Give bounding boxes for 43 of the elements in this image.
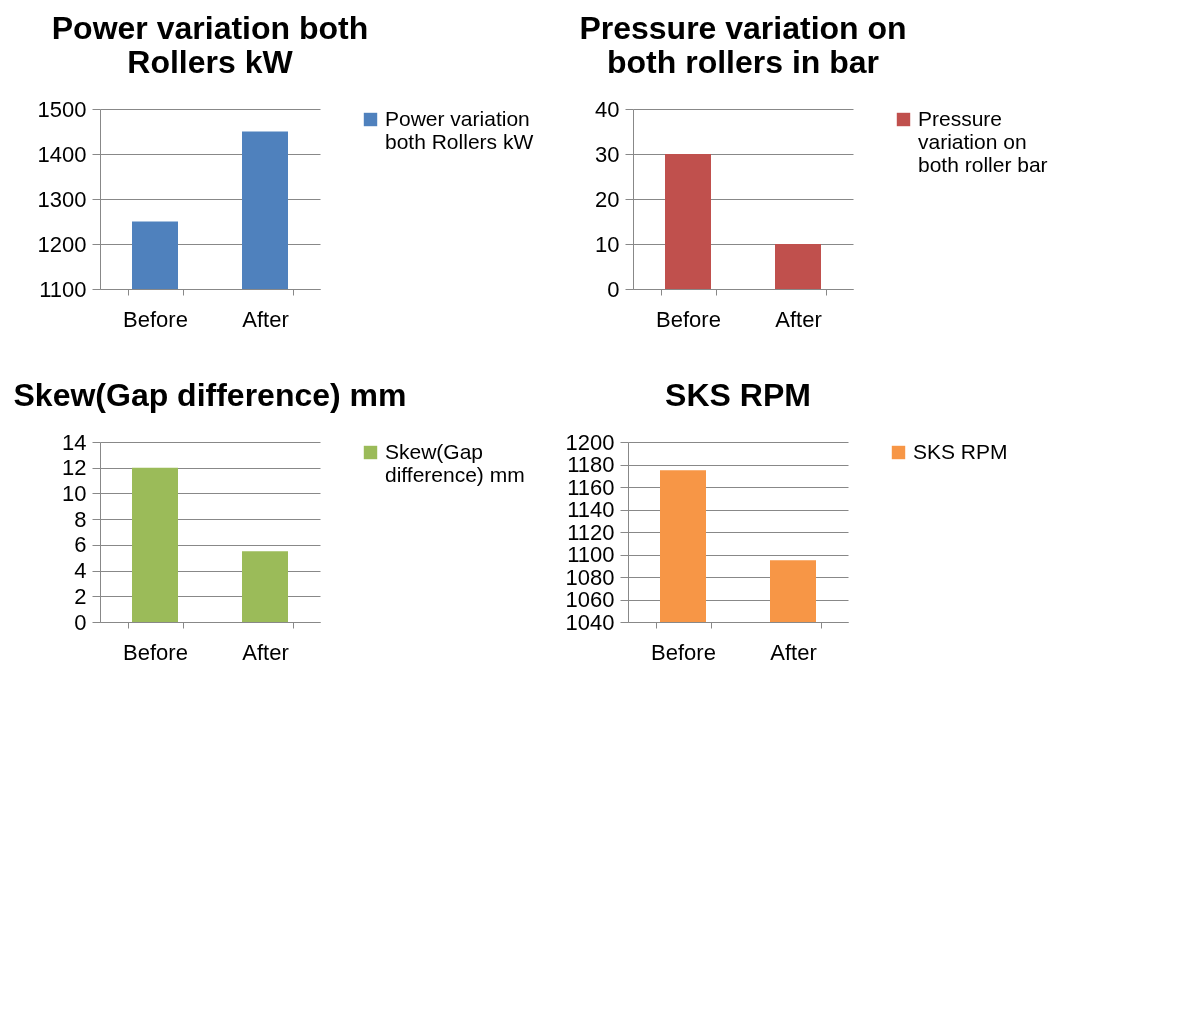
x-tick-label: Before [123,306,188,332]
legend-label: Skew(Gap difference) mm [385,439,525,486]
y-tick-label: 10 [62,480,87,506]
y-tick-label: 4 [74,558,87,584]
y-tick-label: 40 [595,96,620,122]
x-tick-label: Before [123,639,188,665]
chart-title: Pressure variation on both rollers in bar [579,10,907,80]
y-tick-label: 20 [595,186,620,212]
y-tick-label: 1060 [565,587,615,612]
y-tick-label: 1140 [567,497,615,522]
y-tick-label: 14 [62,429,87,455]
y-tick-label: 10 [595,231,620,257]
y-tick-label: 1500 [37,96,87,122]
y-tick-label: 6 [74,532,87,558]
y-tick-label: 8 [74,506,87,532]
x-tick-label: Before [651,639,716,665]
chart-title: Power variation both Rollers kW [51,10,369,80]
y-tick-label: 1100 [567,542,615,567]
x-tick-label: Before [656,306,721,332]
x-tick-label: After [242,306,289,332]
y-tick-label: 1100 [39,276,87,302]
y-tick-label: 1080 [565,564,615,590]
x-tick-label: After [770,639,817,665]
y-tick-label: 12 [62,455,87,481]
y-tick-label: 1120 [567,519,615,545]
chart-title: SKS RPM [665,377,811,413]
y-tick-label: 1300 [37,186,87,212]
y-tick-label: 1160 [567,474,615,500]
y-tick-label: 0 [74,609,87,635]
x-tick-label: After [775,306,822,332]
y-tick-label: 1040 [565,609,615,635]
legend-label: Pressure variation on both roller bar [918,106,1048,176]
x-tick-label: After [242,639,289,665]
legend-label: Power variation both Rollers kW [385,106,534,153]
y-tick-label: 1200 [565,429,615,455]
legend-label: SKS RPM [913,439,1008,463]
chart-title: Skew(Gap difference) mm [13,377,407,413]
y-tick-label: 0 [607,276,620,302]
y-tick-label: 30 [595,141,620,167]
y-tick-label: 2 [74,583,87,609]
y-tick-label: 1180 [567,452,615,477]
y-tick-label: 1200 [37,231,87,257]
y-tick-label: 1400 [37,141,87,167]
